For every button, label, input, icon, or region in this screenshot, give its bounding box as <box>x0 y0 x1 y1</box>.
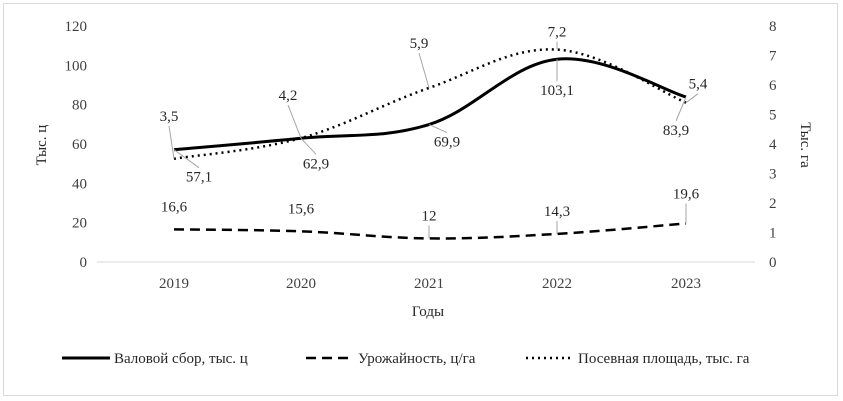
chart-frame <box>3 3 838 396</box>
data-label: 12 <box>422 208 437 224</box>
y-right-tick-label: 5 <box>769 108 777 124</box>
legend-label: Валовой сбор, тыс. ц <box>114 351 248 367</box>
y-left-tick-label: 100 <box>65 58 88 74</box>
y-left-tick-label: 20 <box>72 216 87 232</box>
x-tick-label: 2019 <box>159 276 189 292</box>
data-label: 83,9 <box>663 123 689 139</box>
y-left-tick-label: 60 <box>72 137 87 153</box>
data-label: 14,3 <box>544 204 570 220</box>
x-tick-label: 2023 <box>671 276 701 292</box>
data-label: 103,1 <box>540 83 574 99</box>
y-left-tick-label: 0 <box>80 255 88 271</box>
data-label: 62,9 <box>303 156 329 172</box>
y-right-tick-label: 0 <box>769 255 777 271</box>
data-label: 16,6 <box>161 199 188 215</box>
y-left-tick-label: 80 <box>72 98 87 114</box>
data-label-leader <box>685 93 699 104</box>
y-right-tick-label: 8 <box>769 19 777 35</box>
legend-label: Посевная площадь, тыс. га <box>578 351 750 367</box>
data-label-leader <box>418 52 430 89</box>
data-label: 19,6 <box>673 186 700 202</box>
y-right-tick-label: 4 <box>769 137 777 153</box>
data-label: 4,2 <box>279 88 298 104</box>
data-label: 5,9 <box>410 36 429 52</box>
data-label: 5,4 <box>689 77 708 93</box>
y-right-tick-label: 2 <box>769 196 777 212</box>
series-line-2 <box>173 222 687 240</box>
y-left-tick-label: 40 <box>72 176 87 192</box>
data-label-leader <box>168 125 175 159</box>
data-label: 7,2 <box>548 25 567 41</box>
legend-label: Урожайность, ц/га <box>358 351 476 367</box>
data-label-leader <box>300 137 317 155</box>
x-tick-label: 2022 <box>542 276 572 292</box>
data-label-leader <box>173 149 200 169</box>
y-right-tick-label: 6 <box>769 78 777 94</box>
data-label-leader <box>287 104 302 139</box>
data-label: 15,6 <box>288 201 315 217</box>
x-tick-label: 2021 <box>414 276 444 292</box>
y-right-tick-label: 1 <box>769 226 777 242</box>
y-left-axis-title: Тыс. ц <box>34 125 50 166</box>
series-line-1 <box>173 57 687 152</box>
y-right-axis-title: Тыс. га <box>797 122 813 168</box>
data-label-leader <box>675 96 687 122</box>
y-right-tick-label: 7 <box>769 49 777 65</box>
x-tick-label: 2020 <box>286 276 316 292</box>
y-left-tick-label: 120 <box>65 19 88 35</box>
x-axis-title: Годы <box>412 304 444 320</box>
y-right-tick-label: 3 <box>769 167 777 183</box>
data-label-leader <box>428 124 448 133</box>
data-label: 57,1 <box>186 170 212 186</box>
data-label: 69,9 <box>434 135 460 151</box>
data-label: 3,5 <box>160 109 179 125</box>
